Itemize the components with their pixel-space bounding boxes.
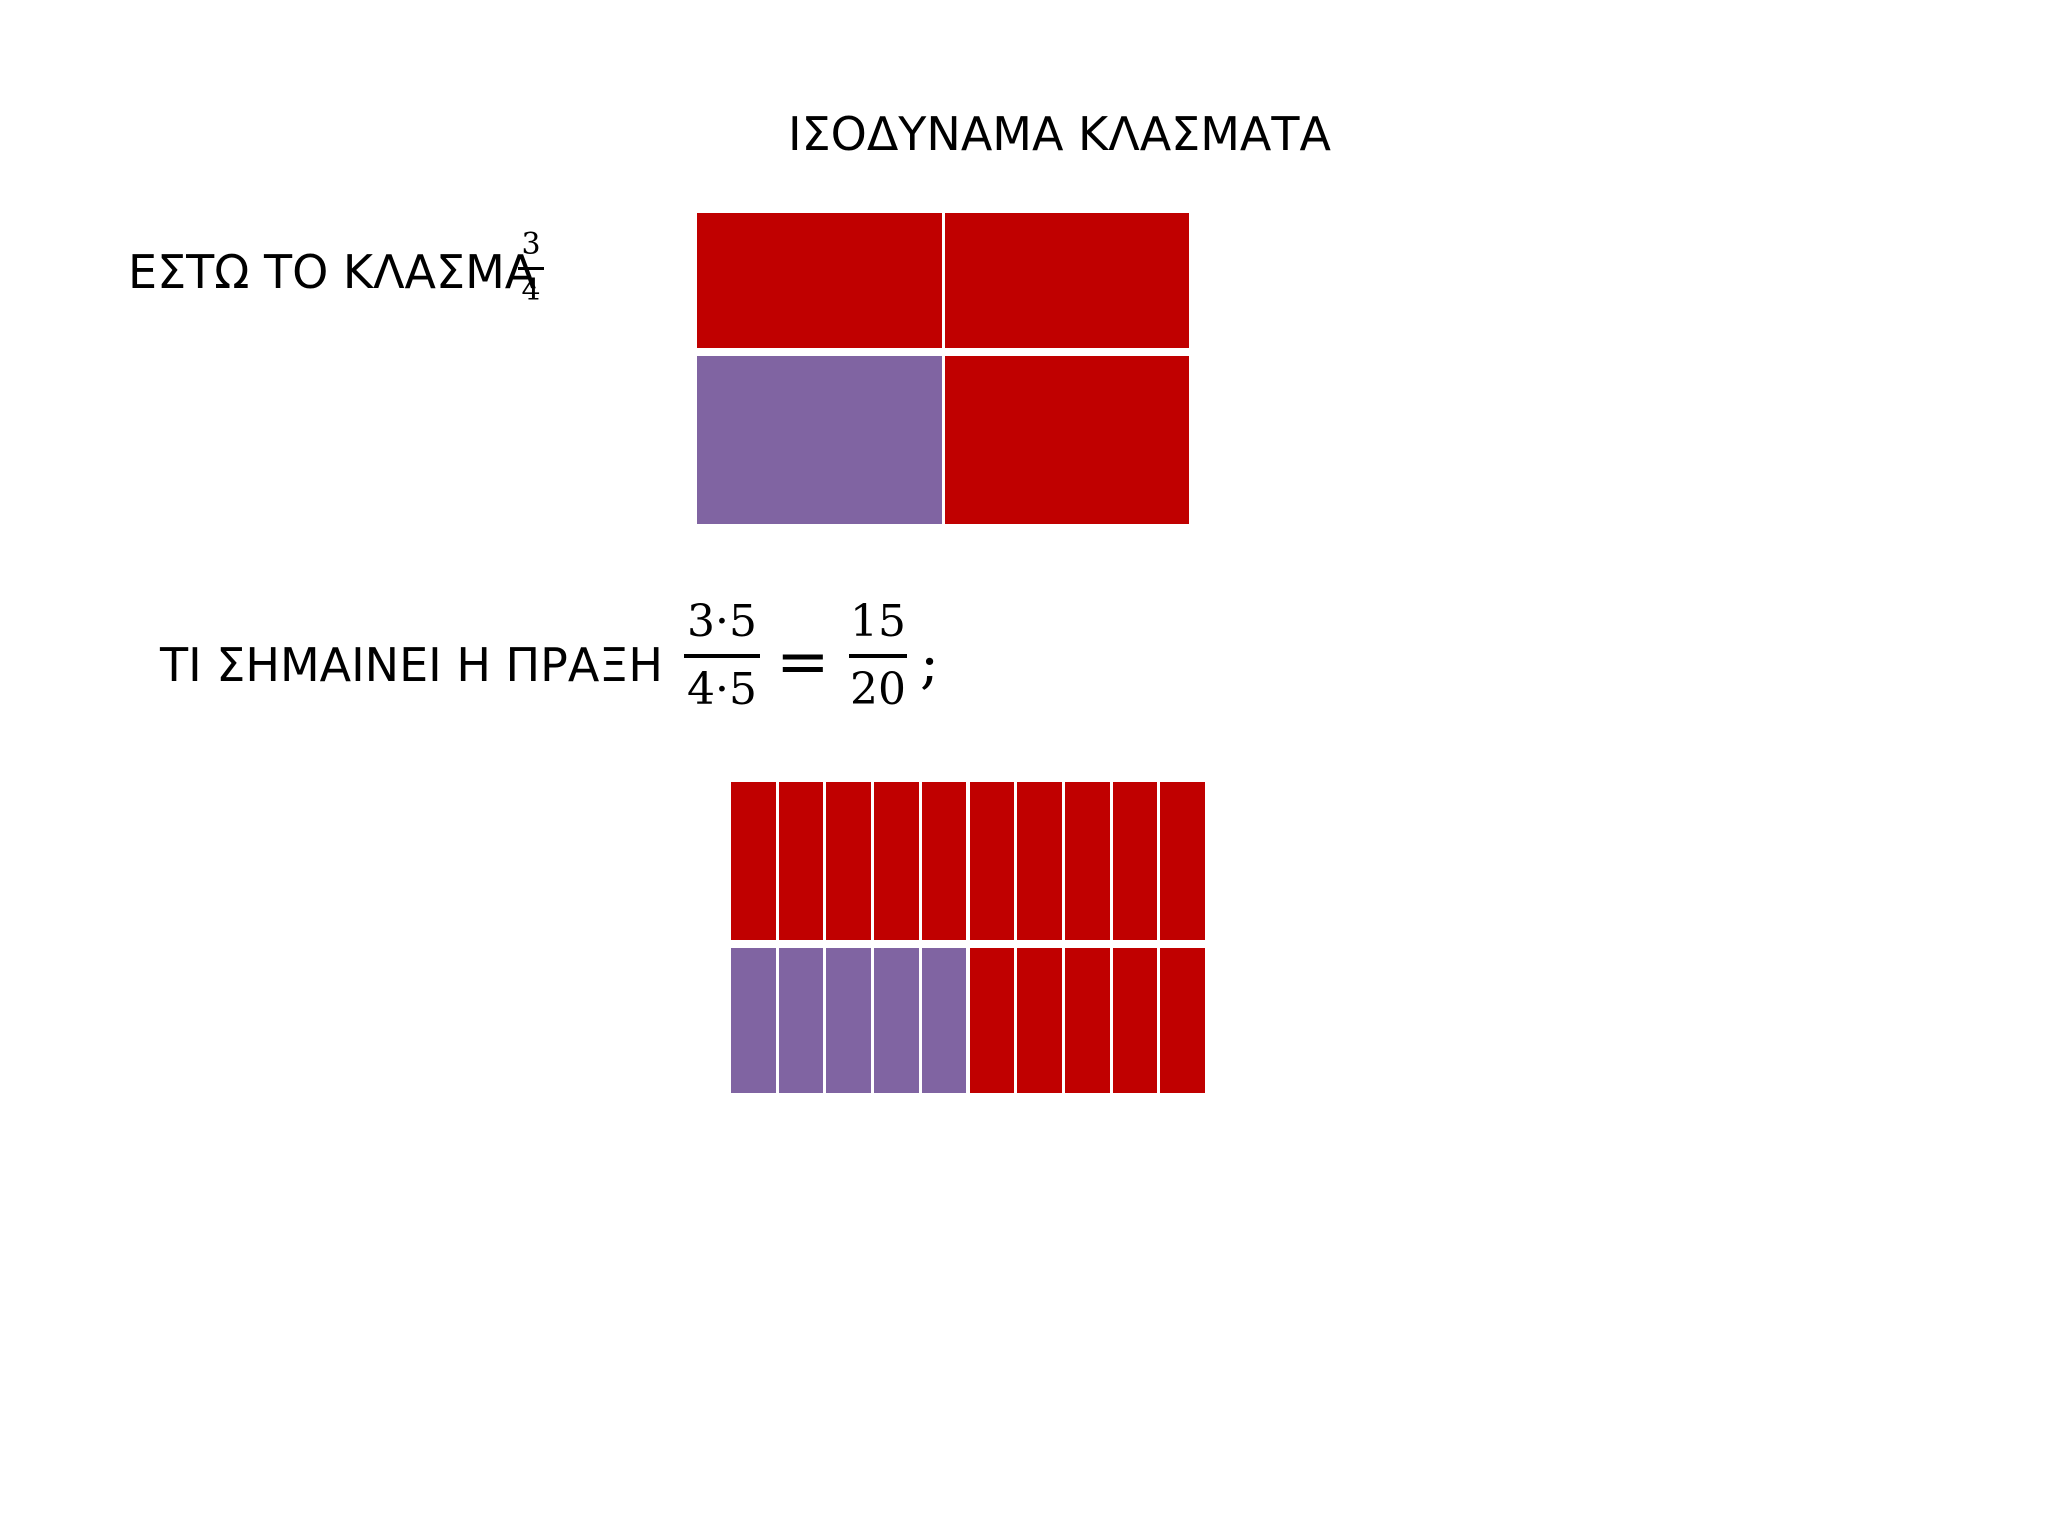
grid-cell bbox=[1160, 948, 1205, 1093]
rhs-denominator: 20 bbox=[850, 664, 906, 715]
given-fraction-numerator: 3 bbox=[521, 227, 541, 262]
grid-cell bbox=[969, 782, 1015, 940]
lhs-denominator: 4·5 bbox=[687, 664, 757, 715]
operation-rhs-fraction: 15 20 bbox=[849, 600, 907, 712]
grid-cell bbox=[1160, 782, 1205, 940]
operation-lhs-fraction: 3·5 4·5 bbox=[684, 600, 760, 712]
operation-question-label: ΤΙ ΣΗΜΑΙΝΕΙ Η ΠΡΑΞΗ bbox=[160, 638, 663, 692]
grid-cell bbox=[1112, 948, 1158, 1093]
fraction-bar bbox=[849, 654, 907, 658]
grid-cell bbox=[731, 948, 776, 1093]
grid-cell bbox=[731, 782, 776, 940]
grid-cell bbox=[969, 948, 1015, 1093]
grid-cell bbox=[1064, 948, 1110, 1093]
grid-cell bbox=[697, 356, 942, 524]
grid-cell bbox=[778, 948, 824, 1093]
given-fraction-denominator: 4 bbox=[521, 273, 541, 308]
fraction-bar bbox=[684, 654, 760, 658]
quarters-area-model bbox=[697, 213, 1189, 524]
grid-cell bbox=[826, 948, 872, 1093]
twentieths-area-model bbox=[731, 782, 1205, 1093]
grid-cell bbox=[826, 782, 872, 940]
grid-cell bbox=[1017, 782, 1062, 940]
grid-cell bbox=[778, 782, 824, 940]
grid-cell bbox=[697, 213, 942, 348]
lhs-numerator: 3·5 bbox=[687, 596, 757, 647]
grid-cell bbox=[1064, 782, 1110, 940]
given-fraction-label: ΕΣΤΩ ΤΟ ΚΛΑΣΜΑ bbox=[128, 245, 537, 299]
rhs-numerator: 15 bbox=[850, 596, 906, 647]
grid-cell bbox=[1017, 948, 1062, 1093]
grid-cell bbox=[921, 782, 967, 940]
question-mark: ; bbox=[920, 631, 939, 696]
grid-cell bbox=[944, 213, 1189, 348]
fraction-bar bbox=[518, 267, 544, 270]
grid-cell bbox=[874, 782, 919, 940]
equals-sign: = bbox=[776, 625, 830, 699]
grid-cell bbox=[874, 948, 919, 1093]
grid-cell bbox=[1112, 782, 1158, 940]
given-fraction: 3 4 bbox=[518, 230, 544, 306]
slide-title: ΙΣΟΔΥΝΑΜΑ ΚΛΑΣΜΑΤΑ bbox=[788, 107, 1331, 161]
grid-cell bbox=[921, 948, 967, 1093]
grid-cell bbox=[944, 356, 1189, 524]
